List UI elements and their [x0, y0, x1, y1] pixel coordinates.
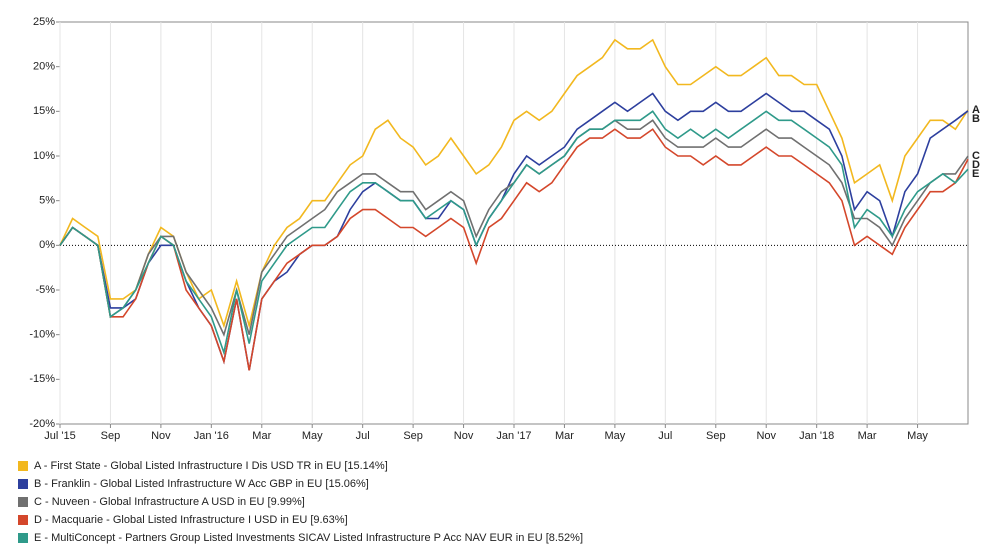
- x-tick-label: Mar: [555, 430, 574, 442]
- legend-swatch: [18, 479, 28, 489]
- x-tick-label: Nov: [454, 430, 474, 442]
- series-line: [59, 128, 969, 371]
- y-tick-label: -5%: [35, 284, 55, 296]
- end-label: B: [972, 113, 980, 125]
- x-tick-label: Mar: [252, 430, 271, 442]
- y-tick-label: -15%: [29, 373, 55, 385]
- legend-label: D - Macquarie - Global Listed Infrastruc…: [34, 514, 348, 526]
- x-tick-label: Jan '17: [496, 430, 531, 442]
- x-tick-label: Sep: [403, 430, 423, 442]
- y-tick-label: 15%: [33, 105, 55, 117]
- legend-swatch: [18, 533, 28, 543]
- y-tick-label: 5%: [39, 195, 55, 207]
- x-tick-label: Jan '18: [799, 430, 834, 442]
- x-tick-label: Nov: [756, 430, 776, 442]
- y-tick-label: 25%: [33, 16, 55, 28]
- legend-label: B - Franklin - Global Listed Infrastruct…: [34, 478, 369, 490]
- x-tick-label: Sep: [706, 430, 726, 442]
- end-label: A: [972, 104, 980, 116]
- legend-swatch: [18, 461, 28, 471]
- legend-label: A - First State - Global Listed Infrastr…: [34, 460, 388, 472]
- end-label: D: [972, 159, 980, 171]
- series-line: [59, 38, 969, 329]
- x-tick-label: May: [302, 430, 323, 442]
- series-line: [59, 110, 969, 356]
- x-tick-label: May: [907, 430, 928, 442]
- x-tick-label: Nov: [151, 430, 171, 442]
- x-tick-label: Jul '15: [44, 430, 75, 442]
- legend-label: C - Nuveen - Global Infrastructure A USD…: [34, 496, 305, 508]
- end-label: E: [972, 168, 979, 180]
- y-tick-label: 0%: [39, 239, 55, 251]
- x-tick-label: Jul: [356, 430, 370, 442]
- x-tick-label: Jul: [658, 430, 672, 442]
- y-tick-label: 20%: [33, 61, 55, 73]
- y-tick-label: -20%: [29, 418, 55, 430]
- legend-swatch: [18, 497, 28, 507]
- legend-label: E - MultiConcept - Partners Group Listed…: [34, 532, 583, 544]
- end-label: C: [972, 150, 980, 162]
- legend-swatch: [18, 515, 28, 525]
- x-tick-label: Mar: [858, 430, 877, 442]
- y-tick-label: -10%: [29, 329, 55, 341]
- y-tick-label: 10%: [33, 150, 55, 162]
- x-tick-label: Sep: [101, 430, 121, 442]
- x-tick-label: May: [604, 430, 625, 442]
- x-tick-label: Jan '16: [194, 430, 229, 442]
